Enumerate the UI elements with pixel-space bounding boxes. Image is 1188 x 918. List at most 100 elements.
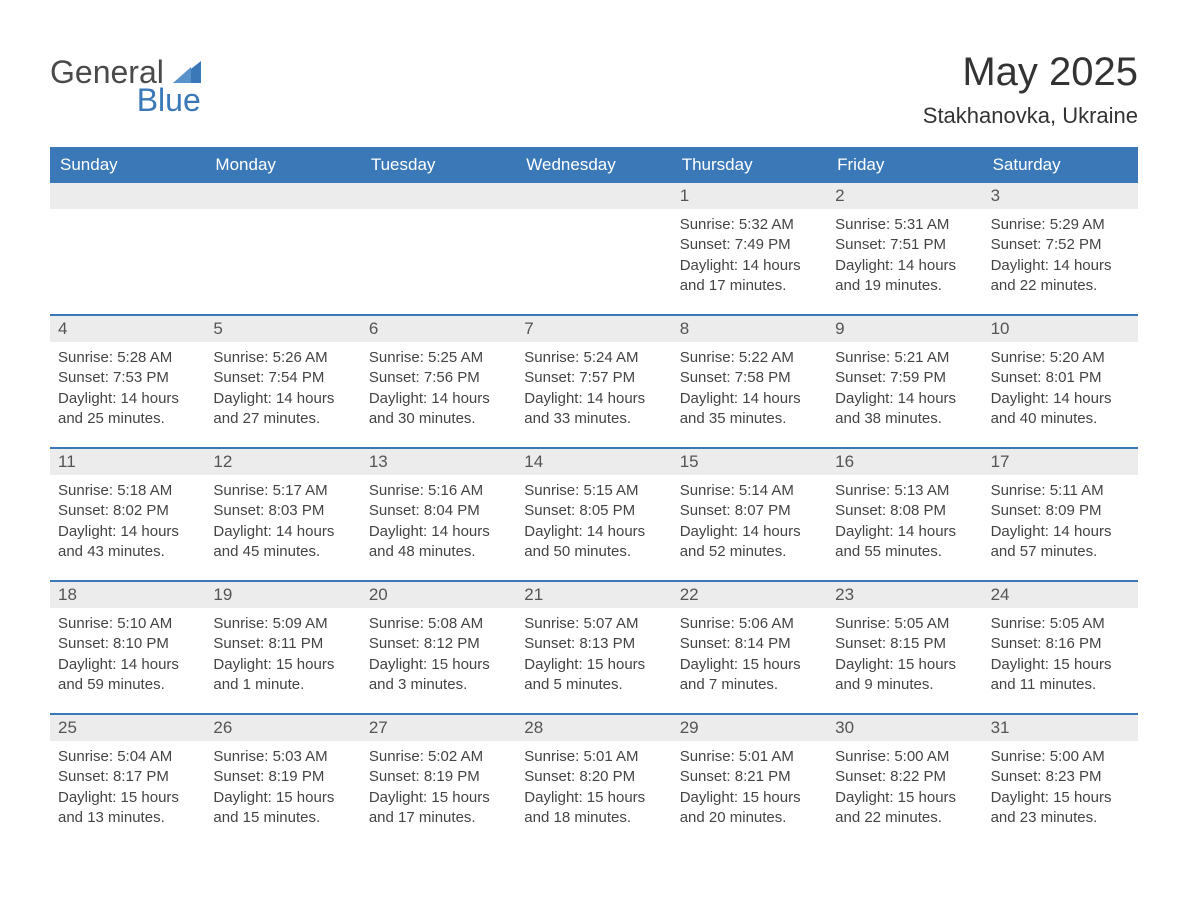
- week-body-row: Sunrise: 5:32 AMSunset: 7:49 PMDaylight:…: [50, 209, 1138, 314]
- day-number: 21: [516, 582, 671, 608]
- weekday-sunday: Sunday: [50, 147, 205, 183]
- week-daynum-row: 25262728293031: [50, 713, 1138, 741]
- day-line: and 11 minutes.: [991, 675, 1130, 695]
- day-line: Sunrise: 5:14 AM: [680, 481, 819, 501]
- day-number: 29: [672, 715, 827, 741]
- day-number: 12: [205, 449, 360, 475]
- day-line: Daylight: 15 hours: [991, 788, 1130, 808]
- day-number: 9: [827, 316, 982, 342]
- day-line: Daylight: 14 hours: [680, 256, 819, 276]
- day-body: Sunrise: 5:31 AMSunset: 7:51 PMDaylight:…: [827, 209, 982, 314]
- day-line: Sunset: 8:01 PM: [991, 368, 1130, 388]
- day-line: Sunset: 8:23 PM: [991, 767, 1130, 787]
- day-number: 20: [361, 582, 516, 608]
- day-line: Sunset: 7:53 PM: [58, 368, 197, 388]
- day-line: Sunset: 7:52 PM: [991, 235, 1130, 255]
- day-body: [361, 209, 516, 314]
- day-line: and 15 minutes.: [213, 808, 352, 828]
- day-body: Sunrise: 5:24 AMSunset: 7:57 PMDaylight:…: [516, 342, 671, 447]
- day-line: Sunset: 7:59 PM: [835, 368, 974, 388]
- day-line: Daylight: 15 hours: [369, 655, 508, 675]
- day-line: and 38 minutes.: [835, 409, 974, 429]
- day-number: 19: [205, 582, 360, 608]
- day-line: Daylight: 15 hours: [524, 655, 663, 675]
- day-line: and 45 minutes.: [213, 542, 352, 562]
- weekday-tuesday: Tuesday: [361, 147, 516, 183]
- day-line: and 9 minutes.: [835, 675, 974, 695]
- day-number: 16: [827, 449, 982, 475]
- day-line: Daylight: 14 hours: [991, 389, 1130, 409]
- day-body: Sunrise: 5:14 AMSunset: 8:07 PMDaylight:…: [672, 475, 827, 580]
- day-line: Daylight: 14 hours: [991, 522, 1130, 542]
- week-body-row: Sunrise: 5:28 AMSunset: 7:53 PMDaylight:…: [50, 342, 1138, 447]
- day-line: Sunset: 8:07 PM: [680, 501, 819, 521]
- day-line: and 43 minutes.: [58, 542, 197, 562]
- day-body: Sunrise: 5:32 AMSunset: 7:49 PMDaylight:…: [672, 209, 827, 314]
- day-line: Daylight: 15 hours: [524, 788, 663, 808]
- day-body: Sunrise: 5:03 AMSunset: 8:19 PMDaylight:…: [205, 741, 360, 846]
- day-line: Sunrise: 5:01 AM: [524, 747, 663, 767]
- day-body: Sunrise: 5:01 AMSunset: 8:21 PMDaylight:…: [672, 741, 827, 846]
- day-line: Sunrise: 5:25 AM: [369, 348, 508, 368]
- day-number: 25: [50, 715, 205, 741]
- day-line: and 17 minutes.: [369, 808, 508, 828]
- day-line: Sunrise: 5:09 AM: [213, 614, 352, 634]
- day-line: Sunrise: 5:24 AM: [524, 348, 663, 368]
- day-line: Sunrise: 5:21 AM: [835, 348, 974, 368]
- week-daynum-row: 123: [50, 183, 1138, 209]
- week-body-row: Sunrise: 5:10 AMSunset: 8:10 PMDaylight:…: [50, 608, 1138, 713]
- day-line: and 27 minutes.: [213, 409, 352, 429]
- day-number: 26: [205, 715, 360, 741]
- day-number: 30: [827, 715, 982, 741]
- day-body: Sunrise: 5:06 AMSunset: 8:14 PMDaylight:…: [672, 608, 827, 713]
- day-line: Daylight: 15 hours: [991, 655, 1130, 675]
- weekday-header-row: Sunday Monday Tuesday Wednesday Thursday…: [50, 147, 1138, 183]
- day-body: Sunrise: 5:01 AMSunset: 8:20 PMDaylight:…: [516, 741, 671, 846]
- day-line: Daylight: 14 hours: [58, 522, 197, 542]
- day-line: Sunset: 7:56 PM: [369, 368, 508, 388]
- day-line: Daylight: 14 hours: [213, 522, 352, 542]
- day-number: [516, 183, 671, 209]
- day-line: Sunrise: 5:00 AM: [835, 747, 974, 767]
- day-body: Sunrise: 5:15 AMSunset: 8:05 PMDaylight:…: [516, 475, 671, 580]
- day-line: and 57 minutes.: [991, 542, 1130, 562]
- day-body: Sunrise: 5:05 AMSunset: 8:16 PMDaylight:…: [983, 608, 1138, 713]
- day-number: 14: [516, 449, 671, 475]
- logo-text: General Blue: [50, 50, 201, 116]
- day-line: Sunset: 8:12 PM: [369, 634, 508, 654]
- day-line: and 18 minutes.: [524, 808, 663, 828]
- day-line: Sunset: 7:54 PM: [213, 368, 352, 388]
- day-number: 22: [672, 582, 827, 608]
- day-number: 8: [672, 316, 827, 342]
- day-line: Sunrise: 5:18 AM: [58, 481, 197, 501]
- day-body: [50, 209, 205, 314]
- day-line: and 1 minute.: [213, 675, 352, 695]
- day-line: Sunset: 8:04 PM: [369, 501, 508, 521]
- day-body: Sunrise: 5:26 AMSunset: 7:54 PMDaylight:…: [205, 342, 360, 447]
- day-number: 6: [361, 316, 516, 342]
- day-line: Sunset: 8:11 PM: [213, 634, 352, 654]
- day-number: 31: [983, 715, 1138, 741]
- day-body: Sunrise: 5:16 AMSunset: 8:04 PMDaylight:…: [361, 475, 516, 580]
- day-line: and 35 minutes.: [680, 409, 819, 429]
- day-body: Sunrise: 5:07 AMSunset: 8:13 PMDaylight:…: [516, 608, 671, 713]
- day-line: Sunrise: 5:07 AM: [524, 614, 663, 634]
- day-body: Sunrise: 5:13 AMSunset: 8:08 PMDaylight:…: [827, 475, 982, 580]
- day-body: Sunrise: 5:28 AMSunset: 7:53 PMDaylight:…: [50, 342, 205, 447]
- day-body: Sunrise: 5:00 AMSunset: 8:23 PMDaylight:…: [983, 741, 1138, 846]
- weekday-friday: Friday: [827, 147, 982, 183]
- day-body: Sunrise: 5:22 AMSunset: 7:58 PMDaylight:…: [672, 342, 827, 447]
- day-body: Sunrise: 5:00 AMSunset: 8:22 PMDaylight:…: [827, 741, 982, 846]
- day-line: and 22 minutes.: [835, 808, 974, 828]
- day-number: 28: [516, 715, 671, 741]
- day-line: Sunrise: 5:05 AM: [991, 614, 1130, 634]
- day-number: 13: [361, 449, 516, 475]
- day-line: Daylight: 15 hours: [835, 655, 974, 675]
- day-line: and 17 minutes.: [680, 276, 819, 296]
- day-line: Daylight: 14 hours: [369, 389, 508, 409]
- day-line: Sunset: 7:58 PM: [680, 368, 819, 388]
- day-line: Daylight: 15 hours: [680, 788, 819, 808]
- day-line: and 30 minutes.: [369, 409, 508, 429]
- day-line: Daylight: 15 hours: [213, 655, 352, 675]
- day-body: [205, 209, 360, 314]
